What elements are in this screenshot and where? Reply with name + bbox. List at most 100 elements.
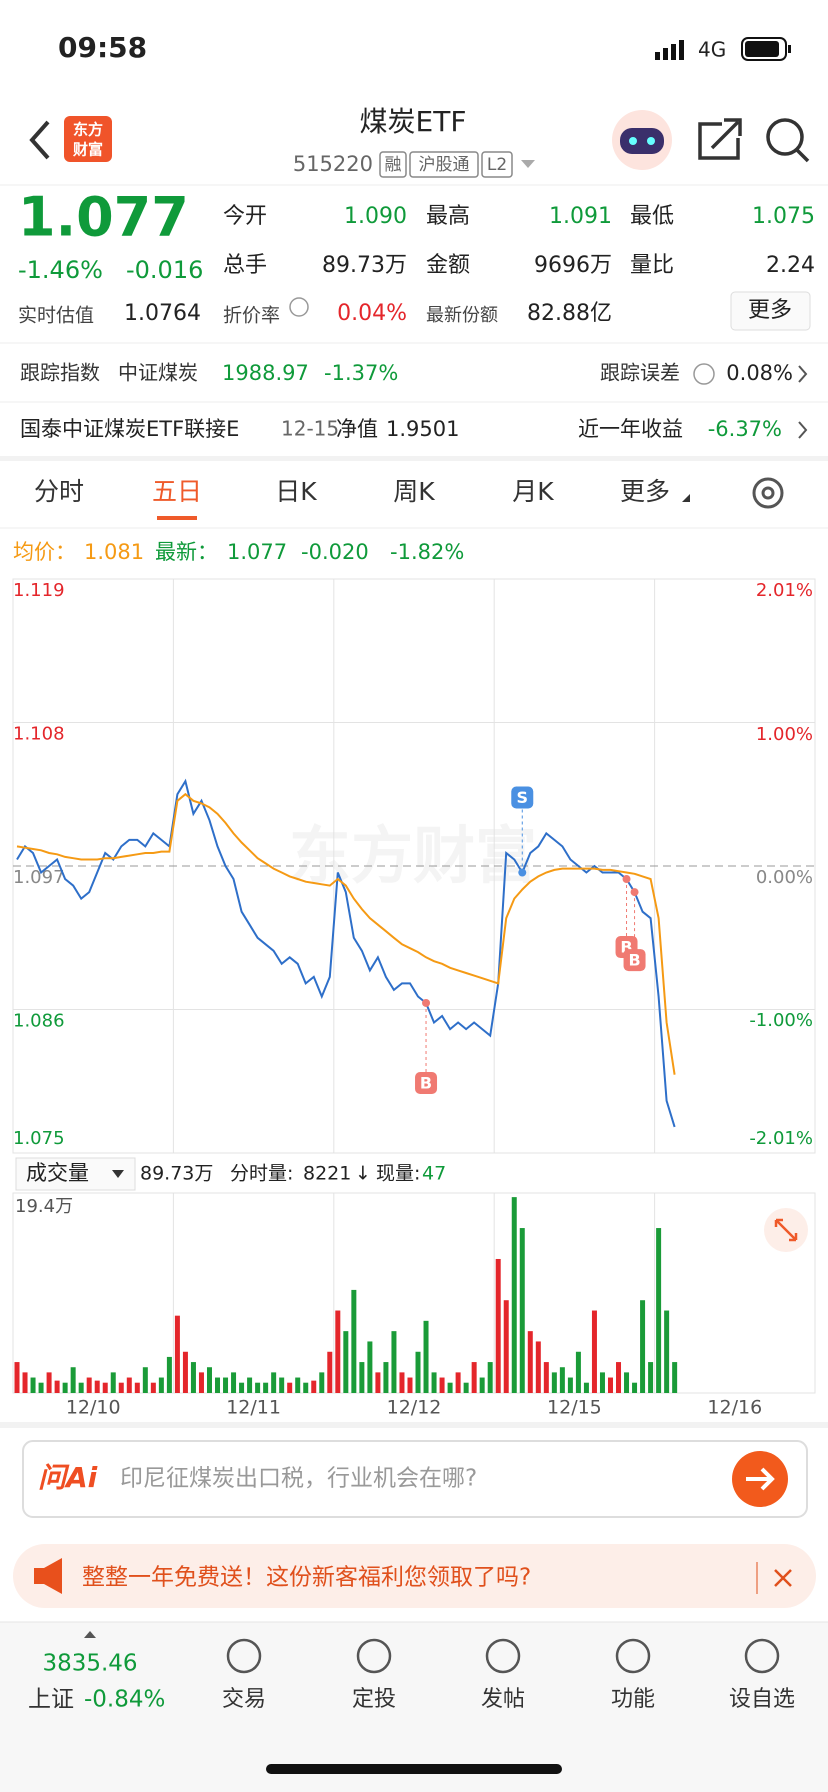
volume-bar	[126, 1377, 132, 1393]
volume-bar	[182, 1351, 188, 1393]
y-tick-label: 1.097	[13, 867, 65, 888]
volume-bar	[14, 1362, 20, 1393]
volume-bar	[455, 1372, 461, 1393]
chevron[interactable]	[798, 365, 808, 383]
volume-bar	[511, 1197, 517, 1393]
volume-bar	[599, 1372, 605, 1393]
volume-bar	[375, 1372, 381, 1393]
tags	[379, 151, 513, 178]
help-icon[interactable]	[693, 363, 715, 385]
info-icon[interactable]	[289, 297, 309, 317]
tracking-value: 1988.97	[222, 361, 309, 385]
code: 515220	[293, 152, 373, 176]
banner-text[interactable]: 整整一年免费送！这份新客福利您领取了吗?	[82, 1565, 531, 1591]
volume-bar	[46, 1372, 52, 1393]
nav-label[interactable]: 交易	[222, 1687, 266, 1712]
nav-label[interactable]: 设自选	[729, 1687, 795, 1712]
shares-value: 82.88亿	[527, 301, 612, 326]
x-tick-label: 12/10	[66, 1397, 121, 1419]
settings-icon[interactable]	[752, 477, 784, 509]
error-label: 跟踪误差	[600, 361, 680, 385]
tab[interactable]: 周K	[393, 477, 435, 506]
expand-icon[interactable]	[764, 1208, 808, 1252]
nav-label: 净值	[336, 417, 378, 441]
nav-icon[interactable]	[226, 1638, 262, 1674]
marker-dot	[630, 888, 639, 897]
y2-tick-label: -2.01%	[749, 1128, 813, 1149]
ai-prompt[interactable]: 印尼征煤炭出口税，行业机会在哪?	[120, 1466, 477, 1492]
marker-label: B	[628, 951, 640, 970]
index-value[interactable]: 3835.46	[42, 1651, 137, 1677]
volume-bar	[648, 1362, 654, 1393]
network-type: 4G	[698, 38, 726, 62]
volume-bar	[22, 1372, 28, 1393]
tab[interactable]: 月K	[512, 477, 554, 506]
share-icon[interactable]	[698, 118, 742, 160]
nav-label[interactable]: 发帖	[481, 1687, 525, 1712]
volume-bar	[215, 1377, 221, 1393]
volume-bar	[551, 1372, 557, 1393]
volume-bar	[166, 1356, 172, 1393]
price: 1.077	[18, 186, 189, 249]
nav-icon[interactable]	[744, 1638, 780, 1674]
banner[interactable]	[13, 1544, 816, 1608]
nav-label[interactable]: 功能	[611, 1687, 655, 1712]
marker-dot	[518, 868, 527, 877]
volume-bar	[656, 1228, 662, 1393]
nav-icon[interactable]	[615, 1638, 651, 1674]
assistant-icon[interactable]	[612, 110, 672, 170]
marker-label: B	[420, 1073, 432, 1092]
tab[interactable]: 分时	[34, 477, 84, 506]
interval-arrow: ↓	[355, 1163, 371, 1185]
volume-bar	[247, 1377, 253, 1393]
tag: L2	[487, 155, 507, 175]
index-pct[interactable]: -0.84%	[84, 1687, 165, 1713]
current-label: 现量:	[376, 1163, 420, 1185]
volume-bar	[471, 1362, 477, 1393]
nav-icon[interactable]	[485, 1638, 521, 1674]
dropdown-icon[interactable]	[112, 1170, 124, 1178]
more-button[interactable]	[730, 291, 811, 331]
volume-bar	[279, 1377, 285, 1393]
dropdown-icon	[682, 494, 690, 502]
marker-label: S	[517, 788, 529, 807]
volume-bar	[158, 1377, 164, 1393]
more-button-text[interactable]: 更多	[748, 298, 792, 323]
dropdown-icon[interactable]	[521, 160, 535, 168]
back-button[interactable]	[29, 120, 50, 160]
ai-input[interactable]	[22, 1440, 808, 1518]
volume-bar	[118, 1382, 124, 1393]
nav-label[interactable]: 定投	[352, 1687, 396, 1712]
tab[interactable]: 日K	[275, 477, 317, 506]
tracking-pct: -1.37%	[324, 361, 398, 385]
volume-bar	[319, 1372, 325, 1393]
tab[interactable]: 更多	[620, 477, 670, 506]
status-time: 09:58	[58, 31, 147, 64]
y-tick-label: 1.075	[13, 1128, 65, 1149]
stat-value: 2.24	[766, 253, 815, 278]
volume-bar	[447, 1382, 453, 1393]
volume-tick-label: 19.4万	[15, 1196, 73, 1217]
chevron[interactable]	[798, 421, 808, 439]
close-button[interactable]	[774, 1569, 792, 1587]
stat-label: 金额	[426, 253, 470, 278]
expand-arrow[interactable]	[84, 1631, 96, 1638]
search-icon[interactable]	[766, 118, 810, 163]
stat-value: 1.075	[752, 204, 815, 229]
index-name[interactable]: 上证	[28, 1687, 74, 1713]
tab[interactable]: 五日	[152, 477, 202, 506]
y-tick-label: 1.119	[13, 580, 65, 601]
x-tick-label: 12/11	[226, 1397, 281, 1419]
volume-bar	[110, 1372, 116, 1393]
stat-value: 9696万	[534, 253, 612, 278]
send-button[interactable]	[732, 1451, 788, 1507]
stat-value: 1.090	[344, 204, 407, 229]
volume-bar	[543, 1362, 549, 1393]
shares-label: 最新份额	[426, 305, 498, 326]
active-tab-indicator	[157, 516, 197, 520]
volume-bar	[640, 1300, 646, 1393]
nav-value: 1.9501	[386, 417, 459, 441]
volume-label[interactable]: 成交量	[26, 1161, 89, 1185]
volume-bar	[607, 1377, 613, 1393]
nav-icon[interactable]	[356, 1638, 392, 1674]
